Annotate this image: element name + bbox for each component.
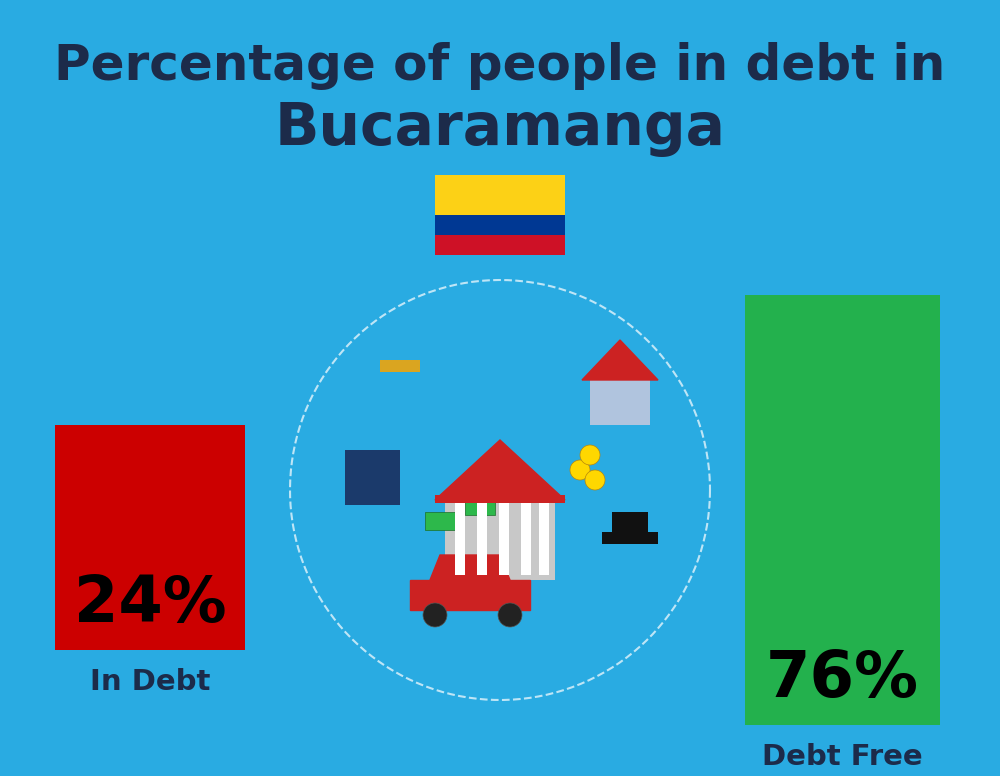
Polygon shape bbox=[410, 580, 530, 610]
Bar bbox=[445, 500, 555, 580]
Text: 24%: 24% bbox=[74, 573, 226, 635]
Bar bbox=[590, 380, 650, 425]
Bar bbox=[345, 450, 400, 505]
Circle shape bbox=[498, 603, 522, 627]
Circle shape bbox=[570, 460, 590, 480]
Bar bbox=[612, 512, 648, 534]
Circle shape bbox=[585, 470, 605, 490]
Text: Bucaramanga: Bucaramanga bbox=[274, 100, 726, 157]
Bar bbox=[55, 425, 245, 650]
Text: Percentage of people in debt in: Percentage of people in debt in bbox=[54, 42, 946, 90]
Bar bbox=[521, 500, 531, 575]
Bar bbox=[602, 532, 658, 544]
Bar bbox=[539, 500, 549, 575]
Bar bbox=[455, 500, 465, 575]
Bar bbox=[400, 360, 420, 372]
Bar bbox=[465, 497, 495, 515]
Bar bbox=[745, 295, 940, 725]
Polygon shape bbox=[430, 555, 510, 580]
Text: In Debt: In Debt bbox=[90, 668, 210, 696]
Bar bbox=[380, 360, 400, 372]
Circle shape bbox=[580, 445, 600, 465]
Circle shape bbox=[295, 285, 705, 695]
Text: Debt Free: Debt Free bbox=[762, 743, 923, 771]
Polygon shape bbox=[582, 340, 658, 380]
Text: 76%: 76% bbox=[766, 648, 919, 710]
Bar bbox=[435, 215, 565, 235]
Polygon shape bbox=[435, 440, 565, 500]
Bar bbox=[499, 500, 509, 575]
Bar bbox=[435, 235, 565, 255]
Circle shape bbox=[423, 603, 447, 627]
Bar bbox=[435, 175, 565, 215]
Bar bbox=[477, 500, 487, 575]
Bar bbox=[425, 512, 455, 530]
Bar bbox=[435, 495, 565, 503]
